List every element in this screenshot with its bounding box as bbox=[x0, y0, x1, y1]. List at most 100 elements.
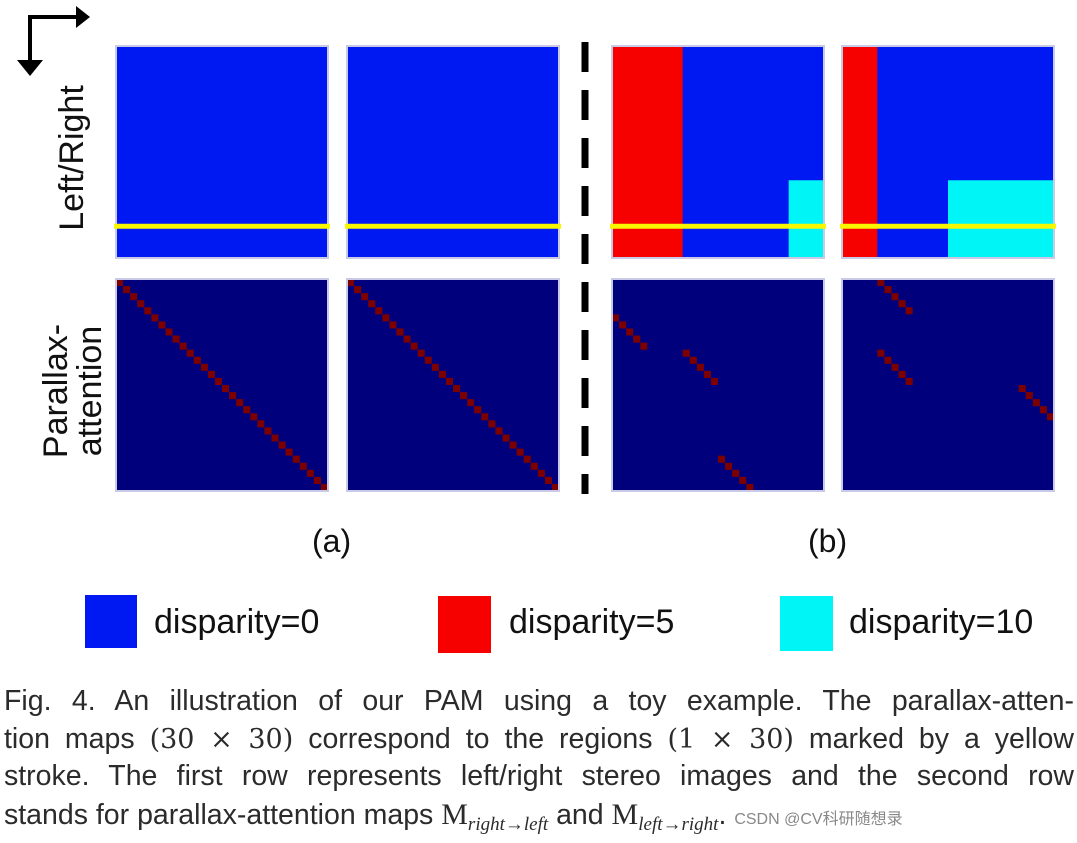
attention-peak-cell bbox=[1046, 413, 1054, 421]
attention-peak-cell bbox=[200, 363, 208, 371]
panel-border bbox=[611, 45, 825, 259]
attention-peak-cell bbox=[207, 370, 215, 378]
attention-peak-cell bbox=[396, 328, 404, 336]
attention-peak-cell bbox=[257, 420, 265, 428]
attention-peak-cell bbox=[739, 476, 747, 484]
attention-map-b-left-to-right bbox=[841, 278, 1055, 492]
attention-peak-cell bbox=[689, 356, 697, 364]
attention-peak-cell bbox=[222, 385, 230, 393]
attention-peak-cell bbox=[243, 406, 251, 414]
row-label-attention-text: attention bbox=[71, 325, 109, 457]
caption-math-subscript: left→right bbox=[638, 813, 719, 835]
disparity-5-region bbox=[612, 46, 683, 258]
attention-peak-cell bbox=[502, 434, 510, 442]
legend-swatch-disparity-10 bbox=[780, 596, 833, 651]
attention-peak-cell bbox=[710, 377, 718, 385]
attention-peak-cell bbox=[884, 356, 892, 364]
attention-peak-cell bbox=[481, 413, 489, 421]
attention-peak-cell bbox=[389, 321, 397, 329]
attention-peak-cell bbox=[1039, 406, 1047, 414]
attention-peak-cell bbox=[116, 279, 124, 287]
attention-peak-cell bbox=[229, 392, 237, 400]
disparity-10-region bbox=[948, 180, 1054, 258]
attention-peak-cell bbox=[495, 427, 503, 435]
attention-peak-cell bbox=[151, 314, 159, 322]
left-image-b bbox=[610, 45, 826, 259]
attention-peak-cell bbox=[537, 469, 545, 477]
attention-peak-cell bbox=[250, 413, 258, 421]
disparity-0-region bbox=[116, 46, 328, 258]
attention-peak-cell bbox=[703, 370, 711, 378]
attention-peak-cell bbox=[898, 370, 906, 378]
legend-swatch-disparity-0 bbox=[85, 595, 137, 648]
attention-peak-cell bbox=[884, 286, 892, 294]
legend-label-disparity-5: disparity=5 bbox=[509, 603, 675, 641]
caption-math-m-left-right: Mleft→right bbox=[611, 797, 719, 835]
legend-swatch-disparity-5 bbox=[438, 596, 491, 653]
attention-peak-cell bbox=[746, 483, 754, 491]
caption-text: stands for parallax-attention maps bbox=[4, 798, 442, 831]
disparity-10-region bbox=[788, 180, 824, 258]
caption-line-2: tion maps (30 × 30) correspond to the re… bbox=[4, 721, 1074, 759]
attention-peak-cell bbox=[891, 293, 899, 301]
attention-peak-cell bbox=[271, 434, 279, 442]
right-image-a bbox=[345, 45, 561, 259]
caption-text: correspond to the regions bbox=[293, 722, 668, 755]
panel-label-b: (b) bbox=[808, 523, 848, 559]
panel-border bbox=[841, 45, 1055, 259]
attention-peak-cell bbox=[424, 356, 432, 364]
attention-peak-cell bbox=[626, 328, 634, 336]
attention-peak-cell bbox=[137, 300, 145, 308]
attention-peak-cell bbox=[123, 286, 131, 294]
caption-math-region-size: (1 × 30) bbox=[667, 723, 794, 755]
attention-peak-cell bbox=[612, 314, 620, 322]
figure-caption: Fig. 4. An illustration of our PAM using… bbox=[4, 683, 1074, 843]
caption-math-symbol: M bbox=[611, 797, 639, 831]
caption-text: . bbox=[718, 798, 727, 831]
caption-math-maps-size: (30 × 30) bbox=[149, 723, 294, 755]
attention-peak-cell bbox=[158, 321, 166, 329]
attention-peak-cell bbox=[453, 385, 461, 393]
legend-label-disparity-10: disparity=10 bbox=[849, 603, 1034, 641]
row-label-left-right: Left/Right bbox=[53, 73, 92, 243]
attention-peak-cell bbox=[354, 286, 362, 294]
attention-peak-cell bbox=[264, 427, 272, 435]
caption-math-subscript: right→left bbox=[467, 813, 549, 835]
attention-peak-cell bbox=[898, 300, 906, 308]
attention-peak-cell bbox=[1018, 385, 1026, 393]
attention-peak-cell bbox=[431, 363, 439, 371]
attention-peak-cell bbox=[551, 483, 559, 491]
attention-peak-cell bbox=[718, 455, 726, 463]
attention-peak-cell bbox=[299, 462, 307, 470]
attention-peak-cell bbox=[640, 342, 648, 350]
attention-peak-cell bbox=[186, 349, 194, 357]
caption-line-1: Fig. 4. An illustration of our PAM using… bbox=[4, 685, 1074, 717]
caption-text: tion maps bbox=[4, 722, 150, 755]
attention-peak-cell bbox=[179, 342, 187, 350]
panel-border bbox=[346, 278, 560, 492]
attention-peak-cell bbox=[1025, 392, 1033, 400]
row-label-parallax-text: Parallax- bbox=[37, 323, 75, 459]
attention-peak-cell bbox=[165, 328, 173, 336]
attention-peak-cell bbox=[410, 342, 418, 350]
panel-border bbox=[346, 45, 560, 259]
attention-peak-cell bbox=[292, 455, 300, 463]
row-label-parallax-attention: Parallax- attention bbox=[37, 301, 109, 481]
attention-peak-cell bbox=[285, 448, 293, 456]
attention-peak-cell bbox=[313, 476, 321, 484]
attention-peak-cell bbox=[368, 300, 376, 308]
attention-peak-cell bbox=[193, 356, 201, 364]
axis-arrows-icon bbox=[17, 6, 90, 76]
attention-peak-cell bbox=[682, 349, 690, 357]
attention-peak-cell bbox=[445, 377, 453, 385]
attention-peak-cell bbox=[544, 476, 552, 484]
panel-border bbox=[841, 278, 1055, 492]
attention-peak-cell bbox=[732, 469, 740, 477]
attention-peak-cell bbox=[306, 469, 314, 477]
attention-peak-cell bbox=[403, 335, 411, 343]
panel-border bbox=[611, 278, 825, 492]
attention-peak-cell bbox=[474, 406, 482, 414]
attention-peak-cell bbox=[382, 314, 390, 322]
attention-map-a-left-to-right bbox=[346, 278, 560, 492]
